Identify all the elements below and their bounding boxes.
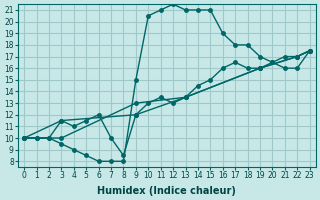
X-axis label: Humidex (Indice chaleur): Humidex (Indice chaleur) bbox=[98, 186, 236, 196]
